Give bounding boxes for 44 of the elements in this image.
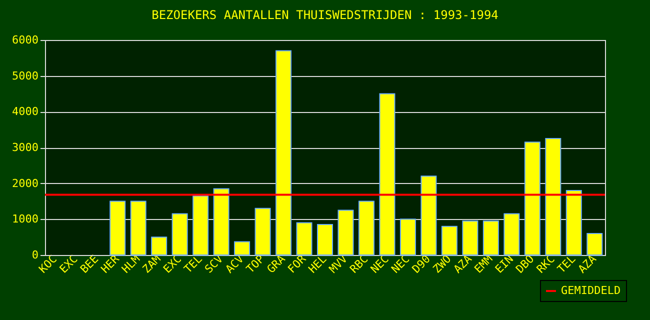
- bar: [400, 218, 416, 256]
- bar: [172, 213, 188, 256]
- x-tick-label: DBO: [513, 252, 537, 276]
- x-tick-label: NEC: [388, 252, 412, 276]
- bar: [524, 142, 540, 256]
- bar: [276, 50, 292, 256]
- bar: [420, 176, 437, 256]
- x-tick-label: AZA: [576, 252, 600, 276]
- bar: [130, 200, 146, 256]
- x-tick-label: EXC: [57, 252, 80, 276]
- bar: [504, 213, 520, 256]
- y-tick-label: 3000: [12, 141, 38, 154]
- x-tick-label: RKC: [534, 252, 558, 276]
- bar: [586, 233, 603, 256]
- bar: [213, 188, 230, 256]
- bar: [234, 241, 250, 256]
- x-tick-label: TEL: [554, 252, 578, 276]
- bar: [338, 210, 354, 256]
- x-tick-label: BEE: [78, 252, 102, 276]
- bar: [151, 236, 168, 256]
- bar: [441, 226, 458, 256]
- x-tick-label: EIN: [492, 252, 516, 276]
- bar: [254, 208, 271, 256]
- bar: [317, 224, 333, 256]
- bar: [110, 200, 126, 256]
- bar: [482, 220, 499, 256]
- chart-title: BEZOEKERS AANTALLEN THUISWEDSTRIJDEN : 1993-1994: [152, 8, 498, 22]
- bar: [462, 220, 478, 256]
- legend-label: GEMIDDELD: [561, 284, 621, 297]
- bar: [296, 222, 312, 256]
- bar: [566, 190, 582, 256]
- x-tick-label: NEC: [368, 252, 392, 276]
- x-tick-label: ZWO: [430, 252, 454, 276]
- y-tick-label: 2000: [12, 176, 38, 190]
- bar: [545, 138, 562, 256]
- bar: [379, 93, 396, 256]
- y-tick-label: 4000: [12, 105, 38, 118]
- y-tick-label: 0: [32, 248, 38, 262]
- bar: [192, 195, 209, 256]
- y-tick-label: 6000: [12, 34, 38, 46]
- y-tick-label: 1000: [12, 212, 38, 226]
- bar: [358, 200, 374, 256]
- y-tick-label: 5000: [12, 69, 38, 82]
- x-tick-label: D90: [410, 252, 433, 276]
